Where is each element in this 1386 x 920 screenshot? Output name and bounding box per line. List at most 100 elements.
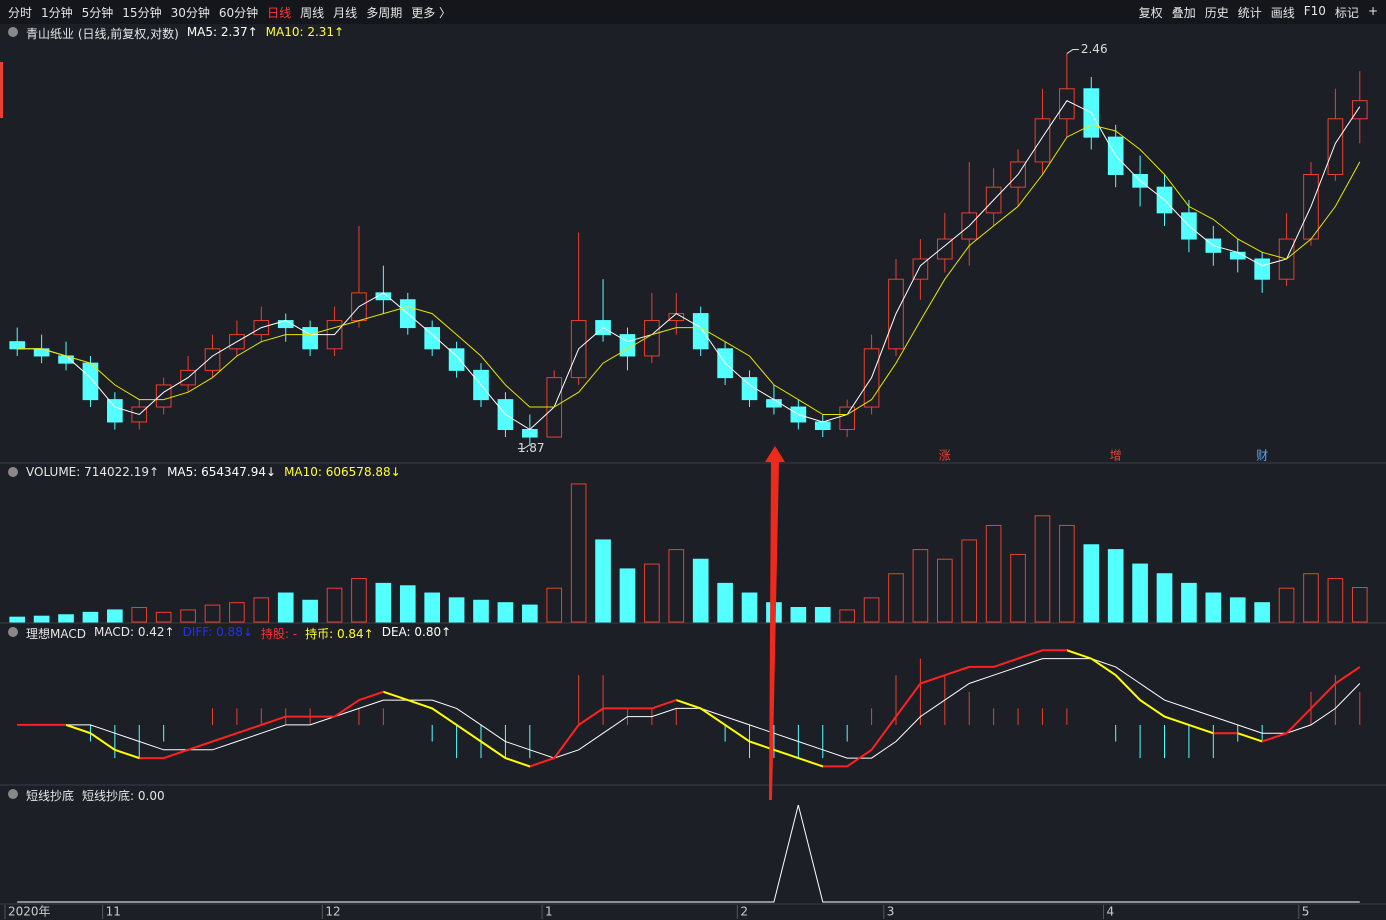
volume-bar — [912, 549, 929, 623]
low-label: 1.87 — [518, 441, 545, 455]
tool-buttons: 复权 叠加 历史 统计 画线 F10 标记 + — [1131, 4, 1386, 21]
tool-button[interactable]: 画线 — [1270, 5, 1295, 20]
x-tick-label: 5 — [1302, 905, 1310, 919]
legend-item: MA5: 654347.94↓ — [167, 465, 277, 479]
candle-body — [448, 348, 465, 371]
candle-body — [155, 384, 172, 408]
candle-body — [82, 362, 99, 401]
tool-button[interactable]: F10 — [1303, 3, 1326, 18]
volume-bar — [1010, 553, 1026, 623]
candle-body — [1059, 88, 1075, 120]
tool-button[interactable]: 统计 — [1237, 5, 1262, 20]
period-tab[interactable]: 15分钟 — [122, 5, 162, 20]
x-tick-label: 11 — [106, 905, 121, 919]
candle-body — [204, 348, 221, 371]
dea-line — [17, 658, 1361, 759]
candle-body — [1327, 118, 1344, 175]
volume-bar — [33, 615, 50, 623]
volume-bar — [1254, 602, 1270, 623]
pointer — [517, 444, 531, 450]
volume-bar — [1107, 549, 1124, 623]
candle-body — [912, 258, 929, 280]
period-tab[interactable]: 5分钟 — [81, 5, 114, 20]
volume-bar — [9, 616, 26, 623]
volume-bar — [107, 609, 123, 623]
volume-bar — [473, 599, 489, 623]
dif-line — [17, 649, 1361, 768]
legend-item: MACD: 0.42↑ — [93, 625, 175, 639]
volume-bar — [839, 609, 855, 623]
legend-item: DIFF: 0.88↓ — [182, 625, 253, 639]
x-tick-label: 12 — [325, 905, 340, 919]
candle-body — [814, 421, 831, 430]
period-tab[interactable]: 多周期 — [366, 5, 403, 20]
legend-item: 持币: 0.84↑ — [305, 627, 374, 641]
volume-bar — [936, 558, 953, 623]
volume-bar — [1059, 524, 1075, 623]
candle-body — [1351, 100, 1368, 120]
legend-item: 短线抄底: 0.00 — [82, 789, 165, 803]
volume-bar — [595, 539, 611, 623]
period-tab[interactable]: 分时 — [8, 5, 33, 20]
candle-body — [839, 406, 855, 430]
legend: 理想MACD MACD: 0.42↑ DIFF: 0.88↓ 持股: - 持币: 0.8… — [8, 625, 451, 642]
period-tab[interactable]: 1分钟 — [41, 5, 73, 20]
tool-button[interactable]: 叠加 — [1171, 5, 1196, 20]
legend: VOLUME: 714022.19↑ MA5: 654347.94↓ MA10: 6… — [8, 465, 401, 479]
volume-bar — [790, 607, 807, 623]
legend-item: MA10: 2.31↑ — [265, 25, 345, 39]
tool-button[interactable]: 标记 — [1334, 5, 1359, 20]
tool-button[interactable]: + — [1367, 3, 1378, 18]
period-tab[interactable]: 更多 〉 — [411, 5, 452, 20]
volume-bar — [229, 602, 245, 623]
period-tab[interactable]: 周线 — [300, 5, 325, 20]
volume-bar — [1205, 592, 1222, 623]
volume-bar — [131, 607, 148, 623]
candle-body — [644, 320, 660, 357]
period-tab[interactable]: 30分钟 — [170, 5, 210, 20]
volume-bar — [82, 611, 99, 623]
event-marker: 增 — [1110, 449, 1122, 463]
volume-bar — [302, 599, 318, 623]
x-tick-label: 1 — [545, 905, 553, 919]
volume-bar — [717, 582, 733, 623]
volume-bar — [448, 597, 465, 623]
volume-bar — [58, 614, 74, 623]
volume-bar — [424, 592, 441, 623]
candle-body — [107, 399, 123, 423]
candle-body — [936, 238, 953, 260]
legend-item: 短线抄底 — [26, 789, 75, 803]
toolbar: 分时 1分钟 5分钟 15分钟 30分钟 60分钟 日线 周线 月线 多周期 更多 〉 复权 叠加 历史… — [0, 0, 1386, 24]
volume-bar — [1156, 573, 1173, 623]
volume-bar — [961, 539, 978, 623]
period-tab[interactable]: 日线 — [267, 5, 292, 20]
volume-bar — [766, 602, 782, 623]
period-tabs: 分时 1分钟 5分钟 15分钟 30分钟 60分钟 日线 周线 月线 多周期 更多 〉 — [0, 4, 459, 21]
volume-bar — [326, 587, 343, 623]
tool-button[interactable]: 历史 — [1204, 5, 1229, 20]
candle-body — [1034, 118, 1051, 163]
volume-bar — [399, 585, 416, 623]
x-tick-label: 4 — [1106, 905, 1114, 919]
candle-body — [9, 341, 26, 350]
volume-bar — [692, 558, 709, 623]
volume-bar — [814, 607, 831, 623]
volume-bar — [619, 568, 636, 623]
event-marker: 财 — [1256, 449, 1268, 463]
legend: 短线抄底 短线抄底: 0.00 — [8, 787, 165, 804]
tool-button[interactable]: 复权 — [1138, 5, 1163, 20]
candle-body — [741, 377, 758, 401]
volume-bar — [1327, 578, 1344, 623]
period-tab[interactable]: 60分钟 — [218, 5, 259, 20]
volume-bar — [1303, 573, 1319, 623]
event-marker: 涨 — [939, 448, 951, 463]
icon — [8, 789, 18, 799]
candle-body — [302, 327, 318, 350]
candle-body — [692, 313, 709, 350]
candle-body — [1254, 258, 1270, 280]
volume-bar — [888, 573, 904, 623]
period-tab[interactable]: 月线 — [333, 5, 358, 20]
high-label: 2.46 — [1081, 42, 1108, 56]
volume-bar — [522, 604, 538, 623]
volume-bar — [1278, 587, 1295, 623]
